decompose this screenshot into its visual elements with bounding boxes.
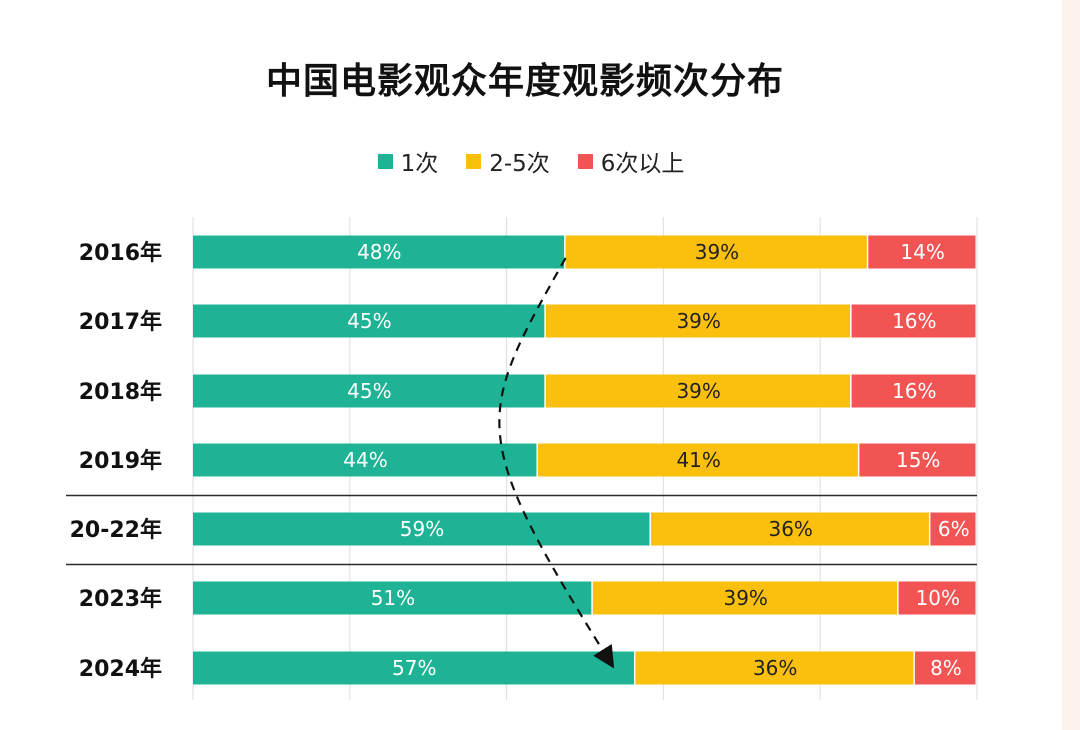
- bar-segment: [650, 512, 929, 546]
- bar-segment: [898, 581, 976, 615]
- data-label: 51%: [371, 586, 415, 610]
- legend-item-six-plus: 6次以上: [577, 144, 685, 178]
- bar-segment: [859, 443, 976, 477]
- right-edge-strip: [1062, 0, 1080, 730]
- bar-segment: [851, 304, 976, 338]
- legend-label-once: 1次: [400, 151, 439, 177]
- data-label: 16%: [892, 379, 936, 403]
- data-label: 59%: [400, 517, 444, 541]
- category-label: 2019年: [79, 448, 162, 474]
- legend-label-six-plus: 6次以上: [600, 151, 685, 177]
- category-label: 2017年: [79, 309, 162, 335]
- data-label: 10%: [916, 586, 960, 610]
- category-label: 2023年: [79, 586, 162, 612]
- data-label: 16%: [892, 309, 936, 333]
- data-label: 14%: [900, 240, 944, 264]
- bar-segment: [545, 304, 851, 338]
- category-label: 20-22年: [70, 517, 162, 543]
- data-label: 45%: [347, 309, 391, 333]
- data-label: 36%: [768, 517, 812, 541]
- data-label: 41%: [676, 448, 720, 472]
- bar-segment: [868, 235, 976, 269]
- bar-segment: [193, 304, 545, 338]
- data-label: 44%: [343, 448, 387, 472]
- bar-segment: [930, 512, 976, 546]
- bar-segment: [565, 235, 867, 269]
- bar-segment: [592, 581, 898, 615]
- data-label: 48%: [357, 240, 401, 264]
- legend: 1次 2-5次 6次以上: [0, 144, 1062, 178]
- category-label: 2018年: [79, 379, 162, 405]
- bar-segment: [193, 235, 565, 269]
- bar-segment: [193, 443, 537, 477]
- bar-segment: [851, 374, 976, 408]
- data-label: 39%: [676, 309, 720, 333]
- bar-segment: [193, 512, 650, 546]
- data-label: 39%: [723, 586, 767, 610]
- bar-segment: [193, 581, 592, 615]
- category-label: 2016年: [79, 240, 162, 266]
- legend-item-two-to-five: 2-5次: [466, 144, 550, 178]
- data-label: 6%: [938, 517, 970, 541]
- data-label: 36%: [753, 656, 797, 680]
- chart-title: 中国电影观众年度观影频次分布: [265, 61, 784, 102]
- data-label: 15%: [896, 448, 940, 472]
- legend-swatch-six-plus: [577, 153, 593, 169]
- legend-item-once: 1次: [377, 144, 439, 178]
- bar-segment: [193, 374, 545, 408]
- bar-segment: [635, 651, 914, 685]
- category-label: 2024年: [79, 656, 162, 682]
- data-label: 39%: [695, 240, 739, 264]
- data-label: 8%: [930, 656, 962, 680]
- bar-segment: [545, 374, 851, 408]
- bar-segment: [537, 443, 858, 477]
- data-label: 57%: [392, 656, 436, 680]
- bar-segment: [914, 651, 976, 685]
- trend-arrow: [498, 257, 615, 669]
- data-label: 45%: [347, 379, 391, 403]
- legend-swatch-two-to-five: [466, 153, 482, 169]
- bar-segment: [193, 651, 634, 685]
- legend-label-two-to-five: 2-5次: [489, 151, 550, 177]
- legend-swatch-once: [377, 153, 393, 169]
- data-label: 39%: [676, 379, 720, 403]
